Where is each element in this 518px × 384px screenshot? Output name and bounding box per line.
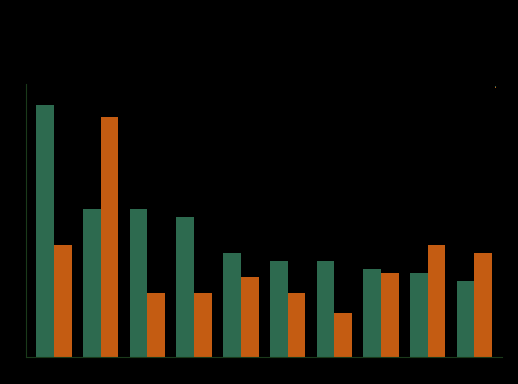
Bar xyxy=(316,261,334,357)
Bar xyxy=(428,245,445,357)
Bar xyxy=(83,209,100,357)
Bar xyxy=(410,273,428,357)
Bar xyxy=(54,245,71,357)
Bar xyxy=(176,217,194,357)
Bar xyxy=(270,261,287,357)
Bar xyxy=(334,313,352,357)
Bar xyxy=(194,293,212,357)
Bar xyxy=(457,281,474,357)
Bar xyxy=(223,253,241,357)
Bar xyxy=(381,273,399,357)
Bar xyxy=(148,293,165,357)
Bar xyxy=(474,253,492,357)
Bar xyxy=(241,277,258,357)
Bar xyxy=(287,293,305,357)
Bar xyxy=(130,209,148,357)
Legend: All ages, 15-24: All ages, 15-24 xyxy=(495,85,502,89)
Bar xyxy=(36,104,54,357)
Bar xyxy=(100,117,119,357)
Bar xyxy=(363,269,381,357)
